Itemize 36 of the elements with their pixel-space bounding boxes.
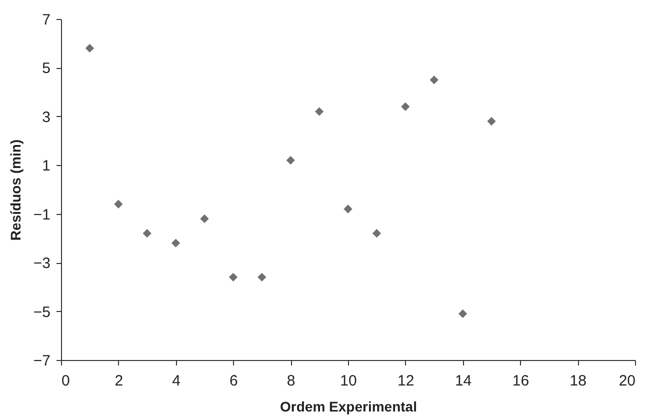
x-tick-label: 18 [570,372,586,390]
point [228,272,238,282]
y-tick-label: −7 [33,352,50,370]
point [171,238,180,248]
x-tick-label: 6 [230,372,238,390]
y-tick-label: −5 [33,304,50,321]
x-tick-label: 14 [454,372,472,390]
y-tick-label: −3 [33,255,50,272]
x-tick-label: 0 [62,372,70,390]
x-tick-label: 20 [618,372,636,390]
y-axis-title: Resíduos (min) [7,139,24,241]
point [258,272,266,282]
point [458,309,468,318]
point [286,156,295,165]
x-tick-label: 12 [398,372,414,390]
x-tick-label: 4 [172,372,180,390]
y-tick-label: −1 [33,206,50,224]
x-tick-label: 8 [286,372,296,390]
x-tick-label: 2 [114,372,124,390]
y-tick-label: 5 [42,60,50,78]
point [430,76,438,84]
point [142,229,152,238]
y-tick-label: 3 [42,108,50,126]
point [401,102,410,112]
point [314,107,324,116]
x-tick-label: 16 [512,372,530,390]
point [344,204,352,214]
x-tick-label: 10 [340,372,357,390]
point [487,116,496,126]
y-tick-label: 7 [42,12,50,28]
point [85,44,94,53]
point [372,229,382,238]
point [200,214,209,224]
x-axis-title: Ordem Experimental [280,398,417,414]
y-tick-label: 1 [42,158,50,175]
point [114,200,123,208]
